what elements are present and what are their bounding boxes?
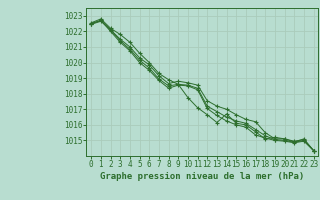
X-axis label: Graphe pression niveau de la mer (hPa): Graphe pression niveau de la mer (hPa) (100, 172, 305, 181)
